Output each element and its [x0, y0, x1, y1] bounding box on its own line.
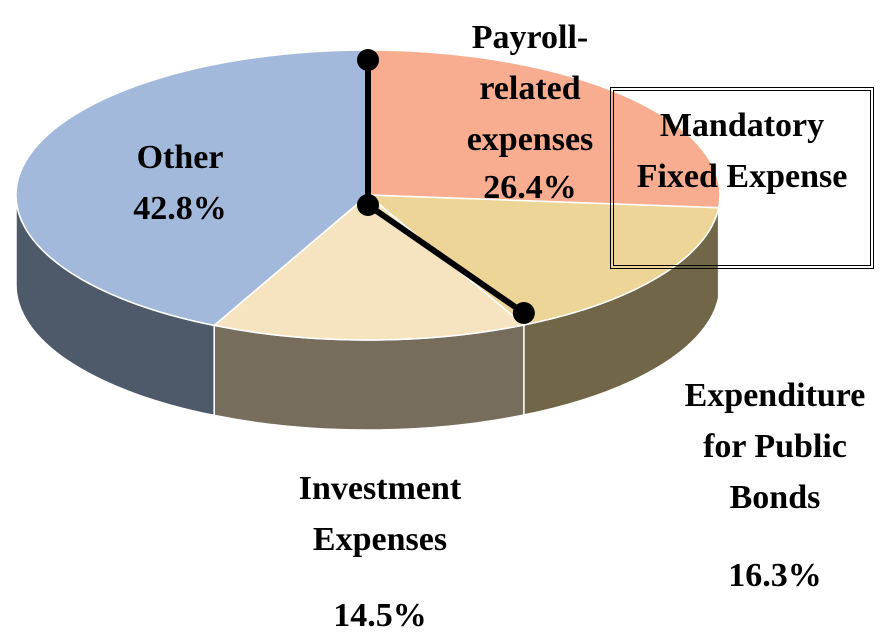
annotation: Mandatory Fixed Expense — [636, 107, 848, 195]
slice — [365, 194, 720, 326]
slice-value-label: 14.5% — [333, 597, 427, 634]
slice-label: Other — [136, 139, 224, 176]
annotation-box — [610, 87, 874, 269]
slice-label: Expenditure for Public Bonds — [684, 377, 866, 516]
slice-value-label: 26.4% — [483, 169, 577, 206]
slice-value-label: 16.3% — [728, 557, 822, 594]
bracket-line — [366, 202, 526, 316]
slice — [367, 49, 721, 209]
slice-side — [213, 324, 525, 431]
slice — [15, 49, 369, 327]
slice-label: Investment Expenses — [298, 470, 462, 558]
bracket-dot — [357, 49, 379, 71]
slice-value-label: 42.8% — [133, 190, 227, 227]
slice-label: Payroll-related expenses — [466, 19, 594, 158]
bracket-dot — [512, 302, 535, 325]
slice — [212, 194, 526, 341]
bracket-dot — [357, 194, 379, 216]
